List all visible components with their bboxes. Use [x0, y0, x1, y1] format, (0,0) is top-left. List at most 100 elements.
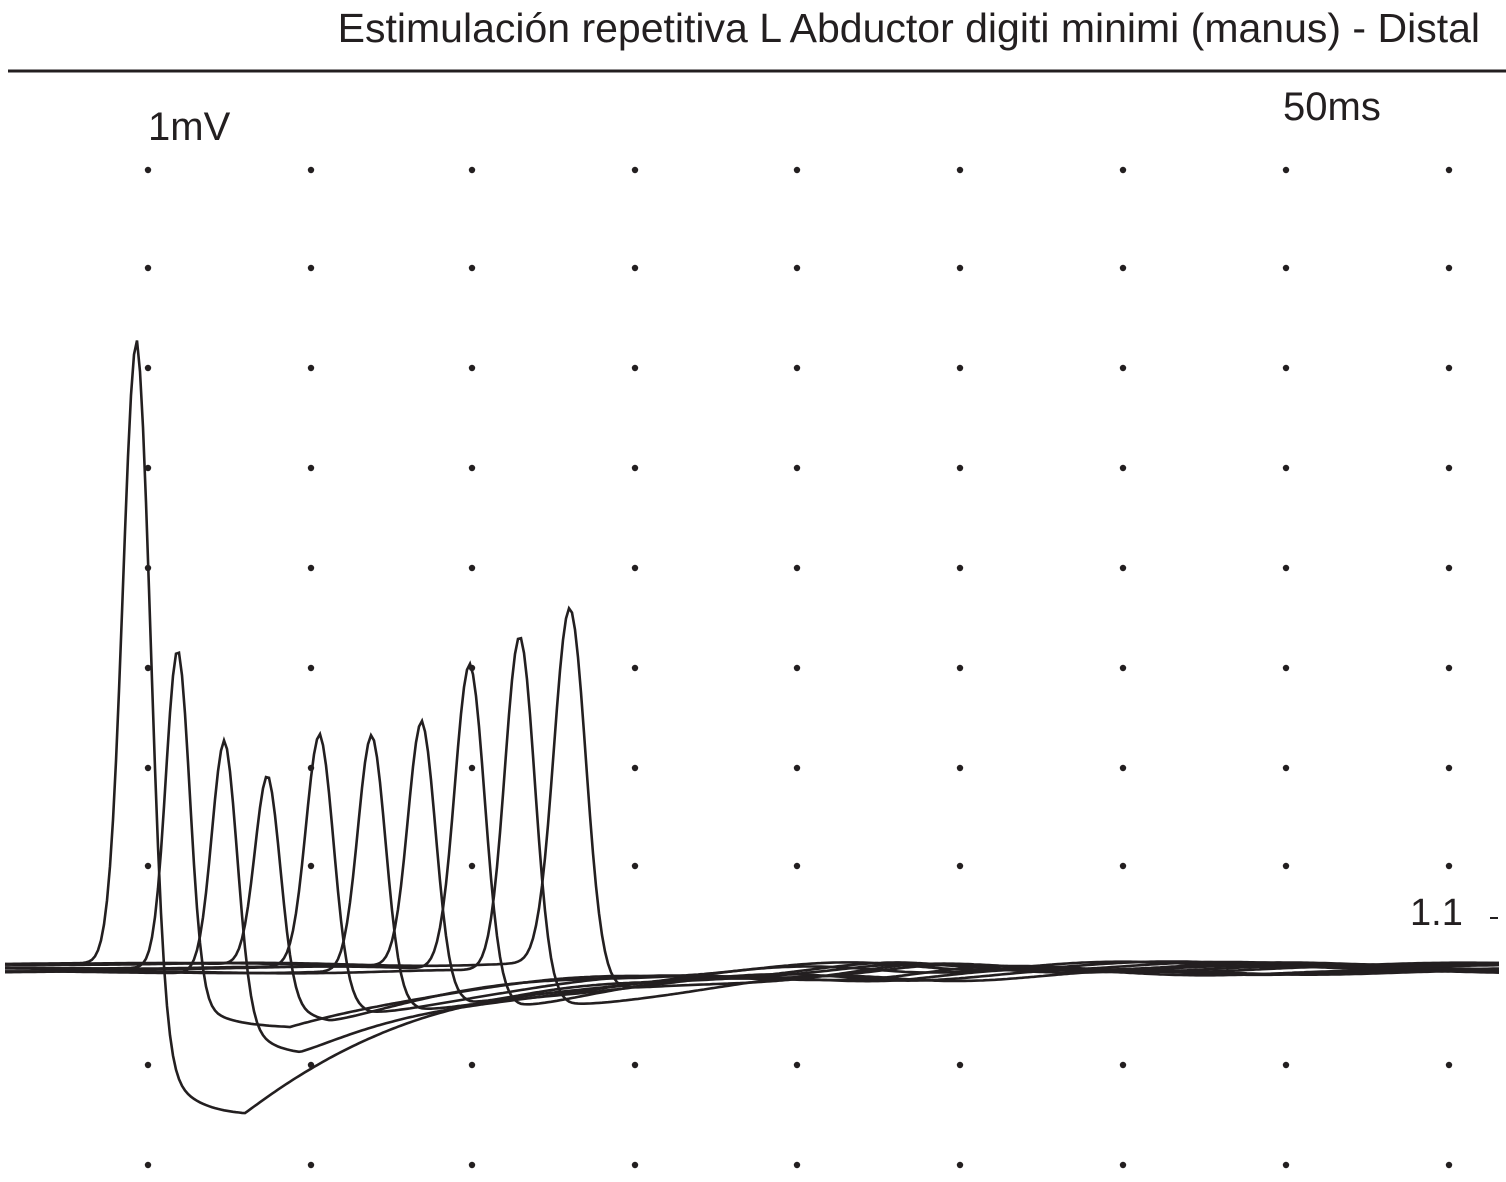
grid-dot [1445, 564, 1453, 572]
grid-dot [468, 1061, 476, 1069]
grid-dot [631, 264, 639, 272]
grid-dot [793, 862, 801, 870]
grid-dot [468, 564, 476, 572]
grid-dot [956, 862, 964, 870]
grid-dot [631, 166, 639, 174]
trace-label: 1.1 [1410, 892, 1463, 934]
grid-dot [144, 264, 152, 272]
grid-dot [1445, 664, 1453, 672]
grid-dot [468, 264, 476, 272]
waveform-trace [5, 636, 1499, 1005]
grid-dot [1119, 1061, 1127, 1069]
grid-dot [307, 264, 315, 272]
grid-dot [1119, 564, 1127, 572]
grid-dot [956, 1161, 964, 1169]
grid-dot [1282, 564, 1290, 572]
grid-dot [307, 464, 315, 472]
grid-dot [468, 1161, 476, 1169]
grid-dot [956, 664, 964, 672]
grid-dot [1445, 464, 1453, 472]
grid-dot [631, 564, 639, 572]
grid-dot [1445, 1161, 1453, 1169]
grid-dot [793, 364, 801, 372]
grid-dot [307, 364, 315, 372]
grid-dot [956, 264, 964, 272]
grid-dot [1445, 166, 1453, 174]
grid-dot [468, 862, 476, 870]
grid-dot [793, 664, 801, 672]
grid-dot [631, 664, 639, 672]
grid-dot [1445, 264, 1453, 272]
grid-dot [144, 1061, 152, 1069]
grid-dot [1445, 862, 1453, 870]
grid-dot [307, 664, 315, 672]
grid-dot [1282, 464, 1290, 472]
grid-dot [1119, 764, 1127, 772]
grid-dot [468, 464, 476, 472]
grid-dot [1282, 364, 1290, 372]
grid-dot [1119, 264, 1127, 272]
grid-dot [144, 1161, 152, 1169]
grid-dot [793, 464, 801, 472]
grid-dot [793, 264, 801, 272]
grid-dot [631, 464, 639, 472]
grid-dot [793, 1061, 801, 1069]
grid-dot [1282, 166, 1290, 174]
grid-dot [468, 764, 476, 772]
grid-dot [1119, 1161, 1127, 1169]
grid-dot [793, 764, 801, 772]
grid-dot [956, 764, 964, 772]
grid-dot [956, 364, 964, 372]
grid-dot [1119, 464, 1127, 472]
grid-dot [144, 464, 152, 472]
grid-dot [307, 1161, 315, 1169]
grid-dot [631, 364, 639, 372]
dot-grid [144, 166, 1453, 1169]
grid-dot [1445, 364, 1453, 372]
grid-dot [631, 862, 639, 870]
waveform-trace [5, 650, 1499, 1029]
waveform-trace [5, 340, 1499, 1115]
grid-dot [1119, 862, 1127, 870]
grid-dot [956, 464, 964, 472]
grid-dot [307, 564, 315, 572]
grid-dot [144, 862, 152, 870]
grid-dot [144, 664, 152, 672]
grid-dot [956, 564, 964, 572]
grid-dot [1445, 1061, 1453, 1069]
grid-dot [793, 1161, 801, 1169]
grid-dot [1119, 364, 1127, 372]
grid-dot [793, 564, 801, 572]
grid-dot [631, 764, 639, 772]
amplitude-scale: 1mV [148, 105, 231, 149]
grid-dot [956, 1061, 964, 1069]
grid-dot [1282, 764, 1290, 772]
grid-dot [1282, 264, 1290, 272]
grid-dot [631, 1061, 639, 1069]
traces [4, 340, 1500, 1115]
grid-dot [631, 1161, 639, 1169]
grid-dot [956, 166, 964, 174]
grid-dot [468, 364, 476, 372]
grid-dot [307, 166, 315, 174]
time-scale: 50ms [1283, 85, 1381, 129]
grid-dot [1445, 764, 1453, 772]
grid-dot [307, 862, 315, 870]
grid-dot [793, 166, 801, 174]
grid-dot [1119, 664, 1127, 672]
waveform-trace [4, 605, 1500, 989]
waveform-trace [5, 736, 1500, 1054]
title: Estimulación repetitiva L Abductor digit… [338, 5, 1480, 51]
grid-dot [468, 166, 476, 174]
grid-dot [144, 764, 152, 772]
grid-dot [1282, 862, 1290, 870]
grid-dot [144, 166, 152, 174]
grid-dot [1282, 664, 1290, 672]
waveform-trace [5, 660, 1499, 1006]
grid-dot [144, 364, 152, 372]
grid-dot [1119, 166, 1127, 174]
grid-dot [1282, 1161, 1290, 1169]
grid-dot [1282, 1061, 1290, 1069]
